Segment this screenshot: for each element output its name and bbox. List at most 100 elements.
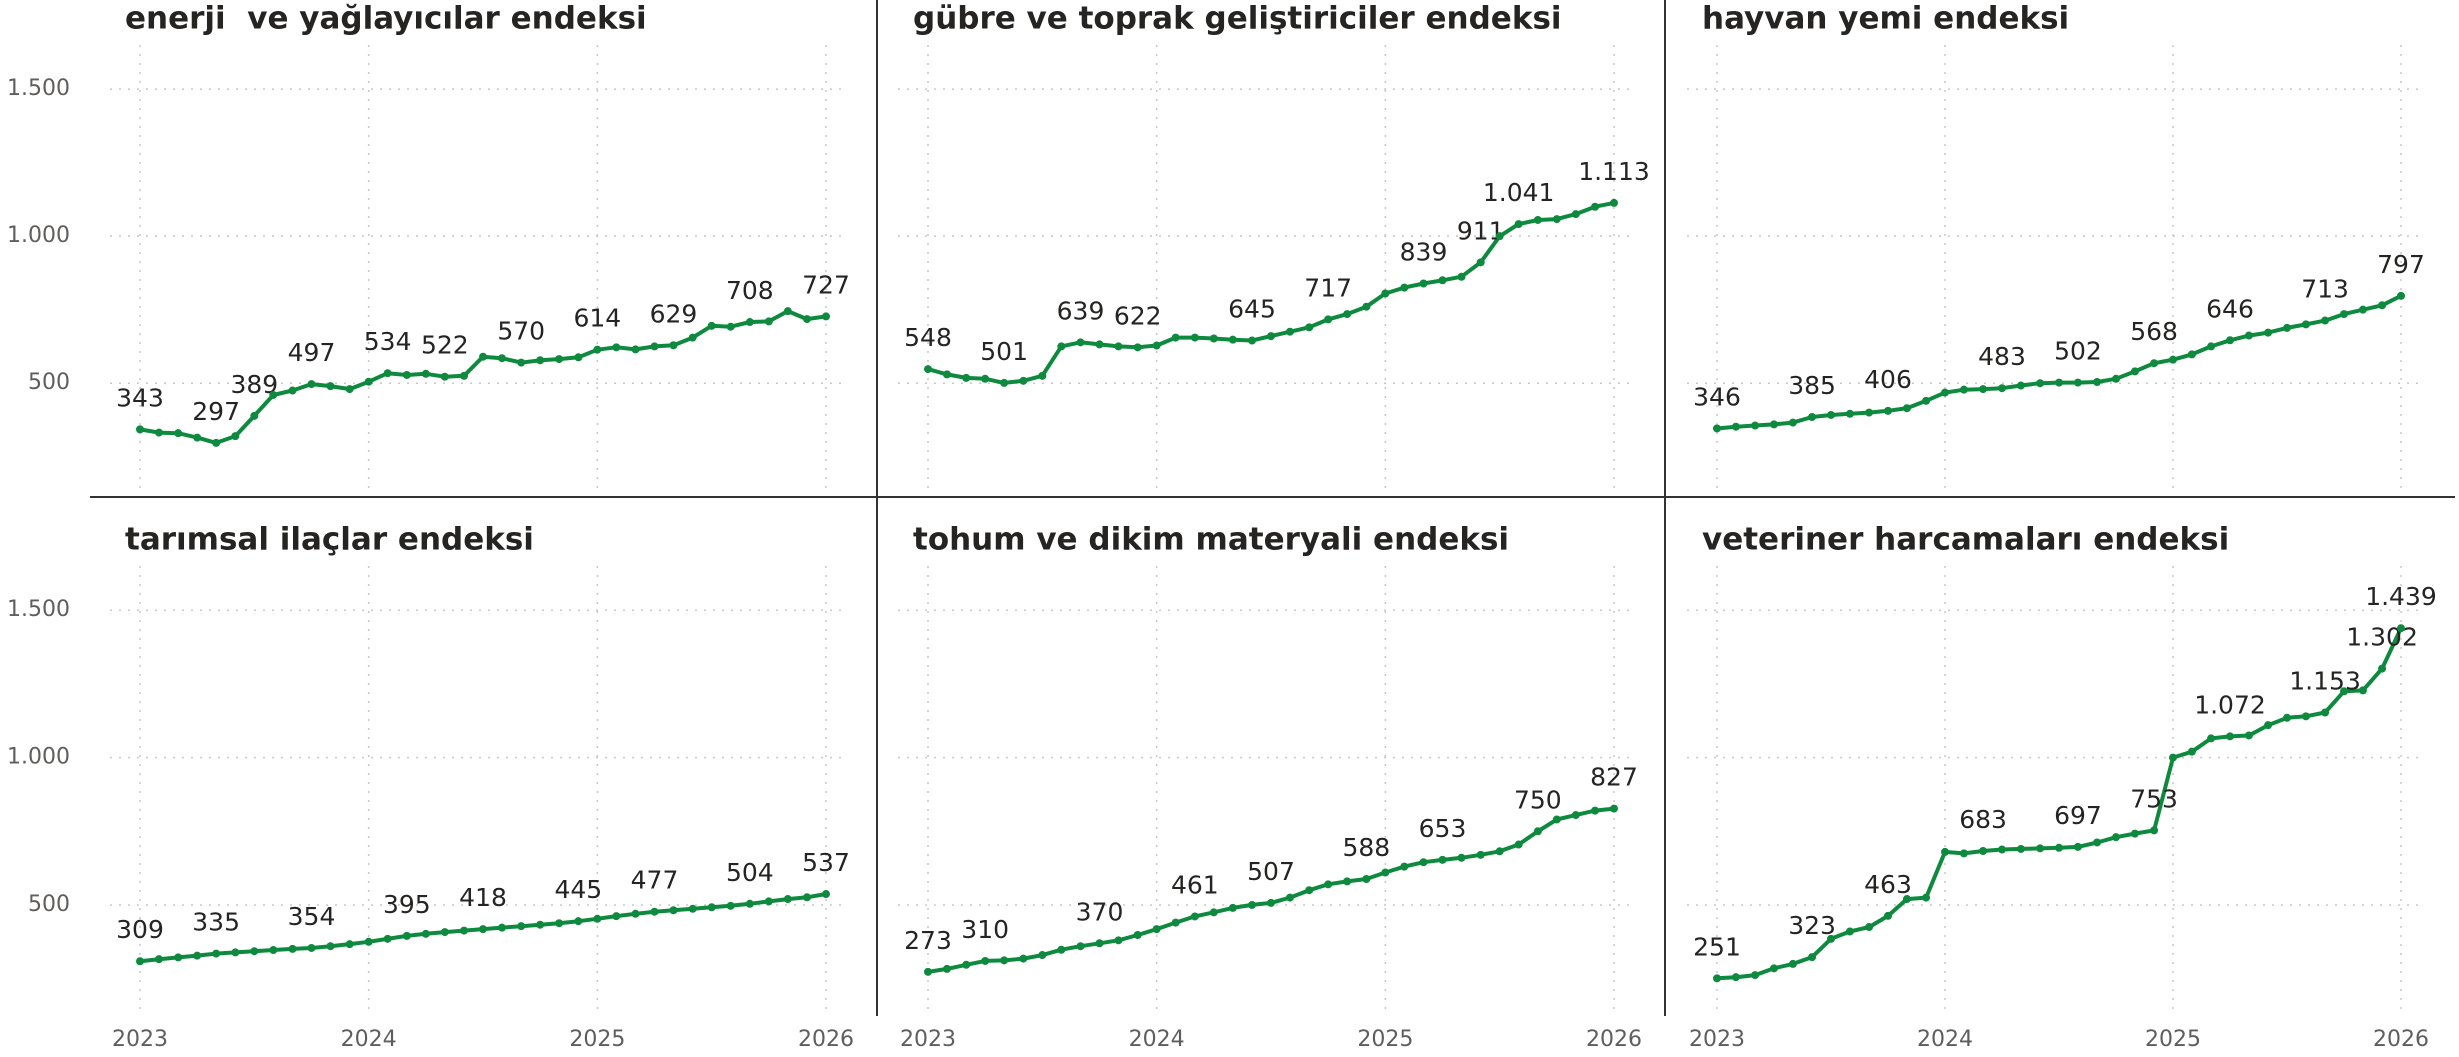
data-point: [1038, 371, 1047, 380]
data-point: [2264, 328, 2273, 337]
data-label: 570: [497, 317, 545, 346]
data-label: 445: [554, 875, 602, 904]
data-point: [1845, 409, 1854, 418]
data-label: 717: [1304, 273, 1352, 302]
data-point: [536, 356, 545, 365]
data-point: [1998, 845, 2006, 854]
data-label: 1.072: [2194, 690, 2266, 719]
panel-title: hayvan yemi endeksi: [1702, 1, 2069, 37]
y-tick-label: 1.500: [7, 597, 70, 622]
data-point: [803, 315, 812, 324]
data-point: [1362, 875, 1371, 884]
data-point: [1228, 903, 1237, 912]
data-point: [269, 946, 278, 955]
data-point: [924, 967, 932, 976]
data-label: 727: [802, 270, 850, 299]
data-point: [497, 923, 506, 932]
panel-title: gübre ve toprak geliştiriciler endeksi: [913, 1, 1562, 37]
data-point: [174, 429, 183, 438]
data-label: 504: [726, 858, 774, 887]
data-point: [212, 438, 221, 447]
data-point: [650, 342, 659, 351]
data-point: [307, 380, 316, 389]
data-point: [1571, 811, 1580, 820]
data-point: [1788, 959, 1797, 968]
data-point: [2207, 734, 2216, 743]
data-point: [1902, 895, 1911, 904]
data-label: 501: [980, 337, 1028, 366]
data-point: [231, 432, 240, 441]
data-point: [1770, 964, 1778, 973]
data-point: [1865, 923, 1874, 932]
data-label: 753: [2130, 784, 2178, 813]
data-label: 483: [1978, 342, 2026, 371]
data-point: [593, 914, 602, 923]
data-point: [517, 358, 526, 367]
data-point: [1941, 847, 1949, 856]
data-label: 354: [288, 902, 336, 931]
series-line: [927, 200, 1615, 385]
data-label: 343: [116, 383, 164, 412]
data-label: 1.302: [2346, 623, 2418, 652]
data-point: [1827, 410, 1835, 419]
data-label: 346: [1693, 382, 1741, 411]
data-point: [2187, 350, 2196, 359]
data-point: [962, 960, 971, 969]
data-label: 797: [2377, 250, 2425, 279]
data-point: [942, 964, 951, 973]
x-tick-label: 2024: [1129, 1027, 1185, 1052]
data-point: [421, 929, 430, 938]
data-point: [2093, 838, 2102, 847]
data-label: 534: [364, 327, 412, 356]
data-point: [1381, 289, 1390, 298]
data-point: [288, 944, 297, 953]
data-point: [1267, 332, 1275, 341]
data-point: [2150, 826, 2159, 835]
x-tick-label: 2023: [900, 1027, 956, 1052]
data-point: [1019, 954, 1028, 963]
data-point: [2340, 687, 2348, 696]
data-point: [1770, 420, 1778, 429]
data-point: [1808, 953, 1817, 962]
data-point: [1959, 385, 1968, 394]
data-point: [383, 934, 392, 943]
data-point: [2378, 301, 2387, 310]
data-point: [1979, 847, 1988, 856]
data-point: [1038, 951, 1047, 960]
data-point: [2150, 359, 2159, 368]
data-label: 497: [288, 338, 336, 367]
data-point: [2036, 379, 2045, 388]
data-point: [1438, 276, 1447, 285]
data-point: [1533, 827, 1542, 836]
y-tick-label: 500: [28, 370, 70, 395]
data-point: [1057, 342, 1066, 351]
data-point: [2055, 378, 2063, 387]
data-label: 1.153: [2289, 666, 2361, 695]
data-point: [2378, 664, 2387, 673]
data-label: 622: [1114, 301, 1162, 330]
data-point: [612, 912, 621, 921]
data-label: 385: [1788, 371, 1836, 400]
data-point: [745, 899, 754, 908]
data-point: [1095, 340, 1104, 349]
data-point: [1343, 310, 1352, 319]
data-point: [1057, 945, 1066, 954]
data-label: 1.113: [1578, 157, 1650, 186]
data-point: [2187, 747, 2196, 756]
data-point: [421, 369, 430, 378]
data-label: 713: [2301, 275, 2349, 304]
data-point: [1902, 404, 1911, 413]
data-point: [764, 317, 773, 326]
data-point: [1152, 925, 1161, 934]
data-label: 395: [383, 890, 431, 919]
data-label: 335: [192, 908, 240, 937]
data-point: [1591, 806, 1600, 815]
data-point: [1610, 804, 1618, 813]
data-point: [707, 903, 716, 912]
x-tick-label: 2023: [1689, 1027, 1745, 1052]
data-point: [1788, 418, 1797, 427]
data-point: [1171, 333, 1180, 342]
data-point: [1591, 202, 1600, 211]
data-point: [1533, 215, 1542, 224]
